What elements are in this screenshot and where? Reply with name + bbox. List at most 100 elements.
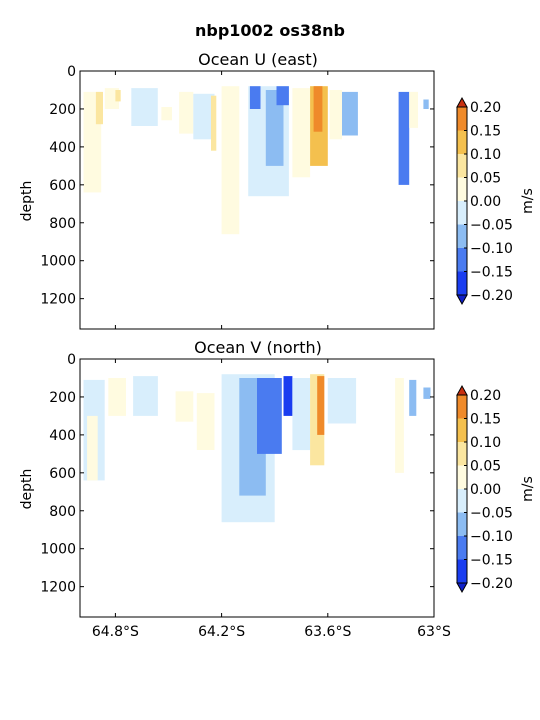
velocity-cell — [257, 378, 282, 454]
colorbar-band — [457, 154, 467, 178]
ytick-label: 400 — [49, 428, 76, 444]
plot-area-u — [83, 86, 429, 235]
colorbar-band — [457, 418, 467, 442]
velocity-cell — [329, 90, 342, 140]
colorbar-band — [457, 395, 467, 419]
velocity-cell — [249, 86, 261, 109]
velocity-cell — [409, 379, 417, 416]
velocity-cell — [398, 91, 410, 185]
ytick-label: 400 — [49, 140, 76, 156]
colorbar-band — [457, 271, 467, 295]
colorbar-extend-min — [456, 582, 468, 594]
ytick-label: 200 — [49, 102, 76, 118]
panel-title-u: Ocean U (east) — [198, 50, 318, 69]
colorbar-tick-label: −0.15 — [470, 265, 513, 281]
colorbar-tick-label: −0.20 — [470, 576, 513, 592]
colorbar-band — [457, 465, 467, 489]
ylabel-u: depth — [19, 181, 35, 222]
velocity-cell — [108, 378, 126, 416]
colorbar-tick-label: −0.20 — [470, 288, 513, 304]
velocity-cell — [175, 391, 194, 422]
velocity-cell — [193, 93, 215, 140]
velocity-cell — [161, 107, 172, 121]
colorbar-tick-label: −0.10 — [470, 529, 513, 545]
xaxis-u — [114, 71, 435, 329]
colorbar-extend-max — [456, 96, 468, 108]
yaxis-v: 0 200 400 600 800 1000 1200 — [40, 352, 434, 596]
velocity-cell — [115, 90, 121, 102]
axes-frame-v — [79, 358, 435, 618]
colorbar-tick-label: 0.15 — [470, 412, 501, 428]
velocity-cell — [87, 415, 98, 481]
ytick-label: 200 — [49, 390, 76, 406]
colorbar-extend-min — [456, 294, 468, 306]
xtick-label: 63.6°S — [304, 624, 351, 640]
colorbar-tick-label: 0.20 — [470, 100, 501, 116]
yaxis-u: 0 200 400 600 800 1000 1200 — [40, 64, 434, 308]
velocity-cell — [211, 95, 217, 151]
colorbar-tick-label: 0.00 — [470, 194, 501, 210]
colorbar-tick-label: −0.10 — [470, 241, 513, 257]
ytick-label: 600 — [49, 466, 76, 482]
velocity-cell — [221, 86, 240, 235]
colorbar-band — [457, 248, 467, 272]
velocity-cell — [409, 91, 418, 128]
velocity-cell — [395, 378, 404, 473]
velocity-cell — [276, 86, 289, 106]
velocity-cell — [317, 376, 325, 435]
ylabel-v: depth — [19, 469, 35, 510]
velocity-cell — [423, 99, 429, 109]
panel-title-v: Ocean V (north) — [194, 338, 322, 357]
colorbar-tick-label: −0.05 — [470, 506, 513, 522]
xtick-label: 64.2°S — [198, 624, 245, 640]
ytick-label: 1000 — [40, 542, 76, 558]
ytick-label: 1200 — [40, 580, 76, 596]
colorbar-extend-max — [456, 384, 468, 396]
colorbar-band — [457, 512, 467, 536]
ytick-label: 800 — [49, 504, 76, 520]
colorbar-u: 0.20 0.15 0.10 0.05 0.00 −0.05 −0.10 −0.15 −0.20… — [456, 96, 536, 306]
colorbar-label: m/s — [520, 476, 536, 502]
colorbar-tick-label: −0.15 — [470, 553, 513, 569]
colorbar-label: m/s — [520, 188, 536, 214]
colorbar-tick-label: 0.15 — [470, 124, 501, 140]
colorbar-tick-label: 0.00 — [470, 482, 501, 498]
panel-ocean-v: Ocean V (north) depth 0 200 400 600 800 1000 1… — [19, 338, 451, 640]
colorbar-band — [457, 107, 467, 131]
colorbar-tick-label: 0.20 — [470, 388, 501, 404]
colorbar-band — [457, 489, 467, 513]
colorbar-tick-label: 0.10 — [470, 147, 501, 163]
colorbar-v: 0.20 0.15 0.10 0.05 0.00 −0.05 −0.10 −0.15 −0.20… — [456, 384, 536, 594]
colorbar-band — [457, 559, 467, 583]
colorbar-band — [457, 177, 467, 201]
velocity-cell — [342, 91, 358, 136]
velocity-cell — [95, 91, 103, 125]
colorbar-band — [457, 536, 467, 560]
colorbar-band — [457, 130, 467, 154]
velocity-cell — [196, 393, 215, 450]
plot-area-v — [83, 374, 431, 523]
xtick-label: 64.8°S — [92, 624, 139, 640]
colorbar-tick-label: 0.05 — [470, 171, 501, 187]
colorbar-band — [457, 442, 467, 466]
velocity-cell — [292, 378, 311, 451]
velocity-cell — [313, 86, 323, 132]
velocity-cell — [133, 376, 158, 416]
colorbar-band — [457, 224, 467, 248]
axes-frame-u — [79, 70, 435, 330]
panel-ocean-u: Ocean U (east) depth 0 200 400 600 800 1000 12… — [19, 50, 435, 330]
colorbar-band — [457, 201, 467, 225]
ytick-label: 0 — [67, 352, 76, 368]
ytick-label: 600 — [49, 178, 76, 194]
velocity-cell — [292, 88, 311, 178]
ytick-label: 0 — [67, 64, 76, 80]
xtick-label: 63°S — [417, 624, 451, 640]
colorbar-tick-label: −0.05 — [470, 218, 513, 234]
ytick-label: 1000 — [40, 254, 76, 270]
velocity-cell — [327, 378, 357, 424]
velocity-cell — [265, 90, 284, 166]
velocity-cell — [131, 88, 158, 126]
velocity-cell — [283, 376, 293, 416]
colorbar-tick-label: 0.10 — [470, 435, 501, 451]
